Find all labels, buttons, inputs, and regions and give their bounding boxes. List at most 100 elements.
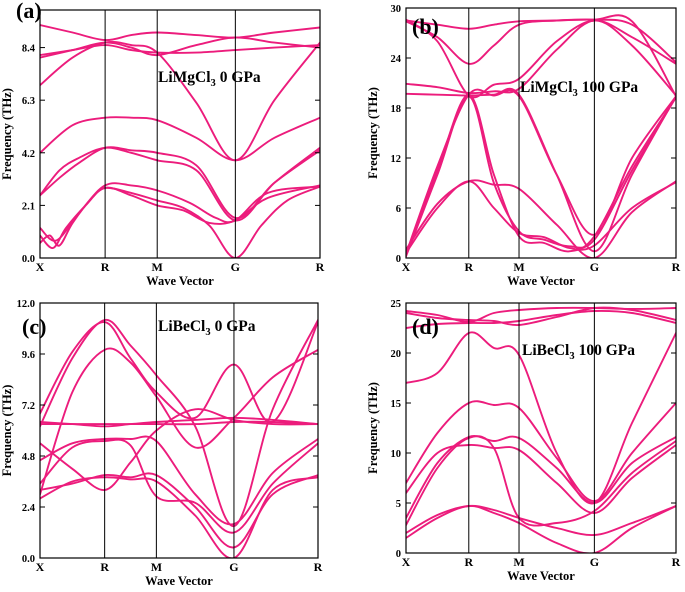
y-tick-label: 9.6 <box>22 350 35 361</box>
y-tick-label: 30 <box>391 4 402 15</box>
y-tick-label: 5 <box>396 499 401 510</box>
x-tick-label: X <box>36 560 45 574</box>
panel-label: (b) <box>412 14 439 39</box>
x-tick-label: X <box>36 260 45 274</box>
y-tick-label: 18 <box>391 104 402 115</box>
x-tick-label: M <box>151 560 162 574</box>
phonon-band-line <box>40 472 318 549</box>
phonon-band-line <box>406 87 676 253</box>
formula-subscript: 3 <box>211 78 216 89</box>
y-tick-label: 25 <box>391 299 402 310</box>
x-tick-label: G <box>590 260 599 274</box>
y-tick-label: 8.4 <box>22 44 36 55</box>
formula-subscript: 3 <box>573 88 578 99</box>
x-tick-label: R <box>464 260 473 274</box>
bands <box>40 24 320 258</box>
bands <box>406 14 676 258</box>
x-axis-label: Wave Vector <box>507 274 575 288</box>
plot-frame <box>405 302 677 554</box>
x-tick-label: R <box>464 555 473 569</box>
panel-annotation: LiBeCl3 0 GPa <box>158 318 256 338</box>
panel-label: (c) <box>22 314 46 339</box>
pressure-value: 100 GPa <box>582 79 639 96</box>
phonon-band-line <box>40 24 320 42</box>
panel-a: 0.0 2.1 4.2 6.3 8.4 X R M G R Wave Vector Frequency… <box>0 0 325 288</box>
phonon-band-line <box>40 40 320 162</box>
y-tick-label: 10 <box>391 449 402 460</box>
phonon-band-line <box>40 321 318 424</box>
y-axis-label: Frequency (THz) <box>366 382 380 474</box>
phonon-band-line <box>406 179 676 258</box>
phonon-band-line <box>40 146 320 222</box>
x-tick-label: R <box>101 260 110 274</box>
panel-annotation: LiMgCl3 0 GPa <box>158 69 261 89</box>
x-tick-label: G <box>590 555 599 569</box>
plot-frame <box>405 7 677 259</box>
phonon-band-line <box>406 95 676 258</box>
panel-d: 0 5 10 15 20 25 X R M G R Wave Vector Frequency (THz… <box>366 299 681 583</box>
y-tick-label: 0 <box>396 549 401 560</box>
phonon-band-line <box>406 180 676 254</box>
y-tick-label: 6.3 <box>22 96 35 107</box>
x-tick-label: G <box>229 560 238 574</box>
y-tick-label: 20 <box>391 349 402 360</box>
phonon-band-line <box>406 505 676 553</box>
x-tick-label: R <box>672 260 681 274</box>
x-axis-label: Wave Vector <box>507 569 575 583</box>
y-tick-label: 0.0 <box>22 254 35 265</box>
x-axis-label: Wave Vector <box>146 274 214 288</box>
formula-subscript: 3 <box>569 351 574 362</box>
plot-frame <box>39 9 321 259</box>
x-tick-label: R <box>100 560 109 574</box>
y-tick-label: 12 <box>391 154 402 165</box>
x-tick-label: R <box>314 560 323 574</box>
y-tick-label: 4.8 <box>22 452 35 463</box>
y-tick-label: 7.2 <box>22 401 35 412</box>
pressure-value: 0 GPa <box>215 318 256 335</box>
y-tick-label: 15 <box>391 399 402 410</box>
bands <box>40 319 318 558</box>
phonon-band-line <box>40 184 320 249</box>
x-tick-label: X <box>402 260 411 274</box>
x-tick-label: R <box>672 555 681 569</box>
pressure-value: 100 GPa <box>579 342 636 359</box>
x-tick-label: M <box>513 555 524 569</box>
compound-formula: LiBeCl <box>158 318 206 335</box>
y-tick-label: 4.2 <box>22 149 35 160</box>
y-tick-label: 12.0 <box>17 299 35 310</box>
x-tick-label: X <box>402 555 411 569</box>
phonon-band-line <box>406 331 676 505</box>
formula-subscript: 3 <box>205 327 210 338</box>
y-tick-label: 0 <box>396 254 401 265</box>
panel-annotation: LiBeCl3 100 GPa <box>522 342 635 362</box>
plot-frame <box>39 302 319 559</box>
phonon-band-line <box>40 182 320 242</box>
y-axis-label: Frequency (THz) <box>366 87 380 179</box>
y-axis-label: Frequency (THz) <box>0 88 14 180</box>
panel-c: 0.0 2.4 4.8 7.2 9.6 12.0 X R M G R Wave Vector Frequ… <box>0 299 323 588</box>
phonon-band-line <box>40 185 320 258</box>
panel-label: (d) <box>412 314 439 339</box>
y-tick-label: 2.1 <box>22 201 35 212</box>
compound-formula: LiMgCl <box>520 79 573 96</box>
y-tick-label: 2.4 <box>22 503 36 514</box>
y-axis-label: Frequency (THz) <box>0 385 14 477</box>
phonon-band-line <box>406 93 676 257</box>
compound-formula: LiMgCl <box>158 69 211 86</box>
compound-formula: LiBeCl <box>522 342 570 359</box>
x-axis-label: Wave Vector <box>145 574 213 588</box>
phonon-band-line <box>40 476 318 558</box>
pressure-value: 0 GPa <box>220 69 261 86</box>
x-tick-label: R <box>316 260 325 274</box>
y-tick-label: 24 <box>391 54 402 65</box>
x-tick-label: M <box>152 260 163 274</box>
x-tick-label: M <box>513 260 524 274</box>
phonon-band-line <box>40 116 320 162</box>
x-tick-label: G <box>231 260 240 274</box>
phonon-band-line <box>406 504 676 536</box>
y-tick-label: 0.0 <box>22 554 35 565</box>
panel-label: (a) <box>16 0 42 23</box>
panel-annotation: LiMgCl3 100 GPa <box>520 79 638 99</box>
phonon-band-line <box>406 88 676 255</box>
